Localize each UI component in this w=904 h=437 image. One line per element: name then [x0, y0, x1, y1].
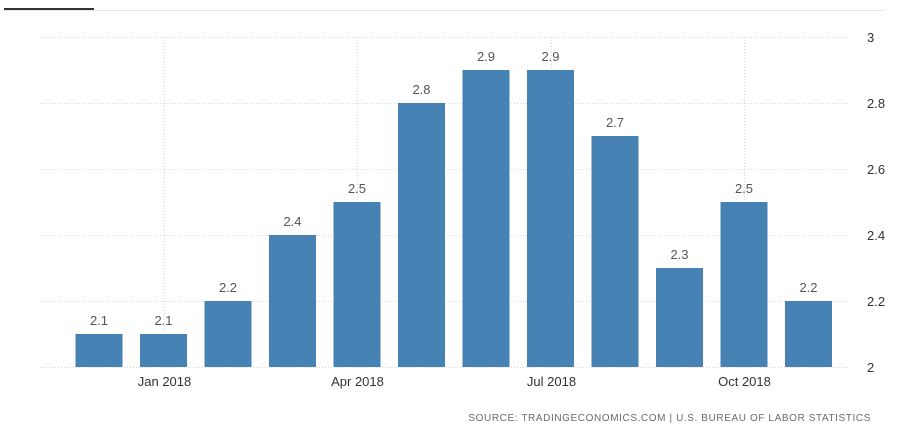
y-tick-label: 2	[867, 360, 874, 375]
header-divider	[4, 10, 884, 11]
data-label: 2.7	[606, 115, 624, 130]
y-tick-label: 2.8	[867, 96, 885, 111]
source-attribution: SOURCE: TRADINGECONOMICS.COM | U.S. BURE…	[468, 413, 871, 424]
y-tick-label: 3	[867, 30, 874, 45]
data-label: 2.3	[670, 247, 688, 262]
bar	[269, 235, 316, 367]
y-tick-label: 2.2	[867, 294, 885, 309]
bar	[204, 301, 252, 367]
bar	[140, 334, 187, 367]
x-tick-label: Apr 2018	[331, 374, 384, 389]
data-label: 2.1	[90, 313, 108, 328]
bar	[656, 268, 703, 367]
y-axis-ticks: 2 2.2 2.4 2.6 2.8 3	[867, 30, 885, 375]
data-label: 2.9	[477, 49, 495, 64]
x-tick-label: Jul 2018	[527, 374, 576, 389]
data-label: 2.5	[348, 181, 366, 196]
header-accent-bar	[4, 8, 94, 11]
data-label: 2.2	[219, 280, 237, 295]
bar	[591, 136, 639, 367]
data-labels: 2.1 2.1 2.2 2.4 2.5 2.8 2.9 2.9 2.7 2.3 2.5 2.2	[90, 49, 818, 328]
data-label: 2.5	[735, 181, 753, 196]
data-label: 2.4	[283, 214, 301, 229]
y-tick-label: 2.4	[867, 228, 885, 243]
data-label: 2.1	[154, 313, 172, 328]
bar	[720, 202, 768, 367]
data-label: 2.8	[412, 82, 430, 97]
bar	[75, 334, 123, 367]
y-tick-label: 2.6	[867, 162, 885, 177]
x-tick-label: Jan 2018	[138, 374, 192, 389]
bar	[462, 70, 510, 367]
bar	[398, 103, 445, 367]
bars	[75, 70, 832, 367]
data-label: 2.2	[799, 280, 817, 295]
bar	[527, 70, 574, 367]
x-tick-label: Oct 2018	[718, 374, 771, 389]
bar	[785, 301, 832, 367]
data-label: 2.9	[541, 49, 559, 64]
bar	[333, 202, 381, 367]
x-axis-ticks: Jan 2018 Apr 2018 Jul 2018 Oct 2018	[138, 374, 771, 389]
